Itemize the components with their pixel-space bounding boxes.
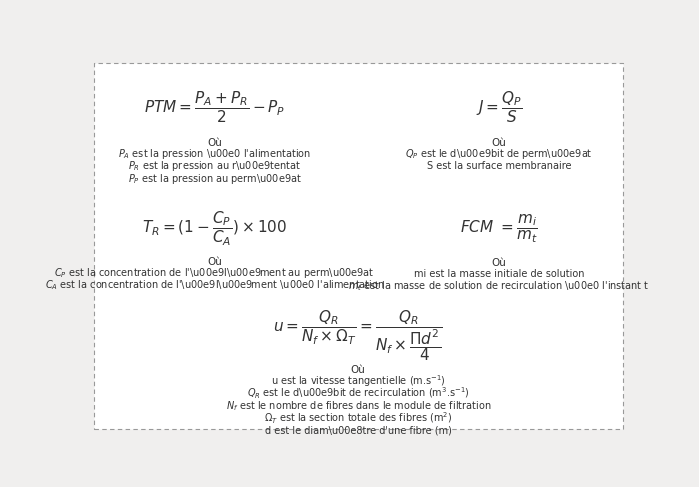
Text: Où: Où (351, 365, 366, 375)
Text: $\Omega_T$ est la section totale des fibres (m$^2$): $\Omega_T$ est la section totale des fib… (264, 411, 452, 426)
Text: d est le diam\u00e8tre d'une fibre (m): d est le diam\u00e8tre d'une fibre (m) (265, 426, 452, 435)
Text: Où: Où (491, 258, 507, 268)
Text: $C_A$ est la concentration de l'\u00e9l\u00e9ment \u00e0 l'alimentation: $C_A$ est la concentration de l'\u00e9l\… (45, 279, 384, 292)
Text: $N_f$ est le nombre de fibres dans le module de filtration: $N_f$ est le nombre de fibres dans le mo… (226, 399, 491, 412)
Text: $T_R = (1 - \dfrac{C_P}{C_A}) \times 100$: $T_R = (1 - \dfrac{C_P}{C_A}) \times 100… (142, 210, 287, 248)
Text: $u = \dfrac{Q_R}{N_f \times \Omega_T} = \dfrac{Q_R}{N_f \times \dfrac{\Pi d^2}{4: $u = \dfrac{Q_R}{N_f \times \Omega_T} = … (273, 308, 443, 363)
Text: $Q_R$ est le d\u00e9bit de recirculation (m$^3$.s$^{-1}$): $Q_R$ est le d\u00e9bit de recirculation… (247, 386, 470, 401)
Text: $PTM = \dfrac{P_A + P_R}{2} - P_P$: $PTM = \dfrac{P_A + P_R}{2} - P_P$ (144, 90, 285, 125)
Text: $P_A$ est la pression \u00e0 l'alimentation: $P_A$ est la pression \u00e0 l'alimentat… (118, 147, 311, 161)
Text: u est la vitesse tangentielle (m.s$^{-1}$): u est la vitesse tangentielle (m.s$^{-1}… (271, 373, 446, 389)
Text: Où: Où (491, 138, 507, 148)
Text: Où: Où (207, 138, 222, 148)
Text: S est la surface membranaire: S est la surface membranaire (427, 161, 571, 171)
Text: $P_P$ est la pression au perm\u00e9at: $P_P$ est la pression au perm\u00e9at (128, 172, 302, 186)
Text: $C_P$ est la concentration de l'\u00e9l\u00e9ment au perm\u00e9at: $C_P$ est la concentration de l'\u00e9l\… (55, 266, 375, 280)
FancyBboxPatch shape (94, 63, 623, 429)
Text: $m_t$ est la masse de solution de recirculation \u00e0 l'instant t: $m_t$ est la masse de solution de recirc… (348, 280, 650, 293)
Text: Où: Où (207, 257, 222, 267)
Text: $Q_P$ est le d\u00e9bit de perm\u00e9at: $Q_P$ est le d\u00e9bit de perm\u00e9at (405, 147, 593, 161)
Text: mi est la masse initiale de solution: mi est la masse initiale de solution (414, 269, 584, 279)
Text: $J = \dfrac{Q_P}{S}$: $J = \dfrac{Q_P}{S}$ (476, 90, 522, 125)
Text: $P_R$ est la pression au r\u00e9tentat: $P_R$ est la pression au r\u00e9tentat (128, 159, 301, 173)
Text: $FCM\ = \dfrac{m_i}{m_t}$: $FCM\ = \dfrac{m_i}{m_t}$ (460, 213, 538, 245)
